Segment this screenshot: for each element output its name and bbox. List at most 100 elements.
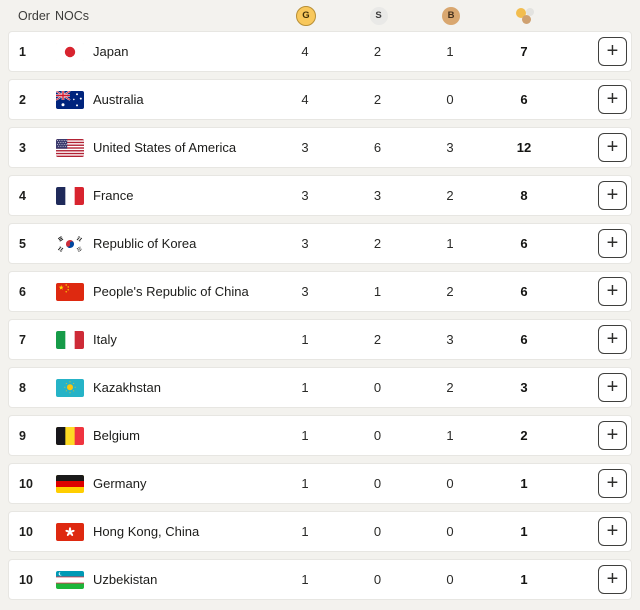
medal-table-row[interactable]: 10 Germany 1 0 0 1 + [8, 463, 632, 504]
gold-count: 3 [301, 188, 309, 203]
noc-name: Germany [93, 476, 147, 491]
flag-icon-italy [56, 330, 84, 349]
bronze-count: 0 [446, 92, 454, 107]
rank: 10 [19, 476, 33, 491]
expand-row-button[interactable]: + [598, 565, 627, 594]
flag-icon-australia [56, 90, 84, 109]
noc-name: Italy [93, 332, 117, 347]
rank: 8 [19, 380, 26, 395]
flag-icon-united-states [56, 138, 84, 157]
silver-count: 2 [373, 332, 382, 347]
flag-icon-uzbekistan [56, 570, 84, 589]
nocs-column-header: NOCs [55, 8, 90, 23]
expand-row-button[interactable]: + [598, 133, 627, 162]
total-count: 6 [520, 284, 528, 299]
medal-table-row[interactable]: 8 Kazakhstan 1 0 2 3 + [8, 367, 632, 408]
silver-medal-icon: S [369, 6, 388, 25]
expand-row-button[interactable]: + [598, 229, 627, 258]
plus-icon: + [606, 471, 619, 494]
total-count: 8 [520, 188, 528, 203]
expand-row-button[interactable]: + [598, 85, 627, 114]
total-count: 2 [520, 428, 528, 443]
gold-dot-icon [515, 7, 526, 18]
flag-icon-republic-of-korea [56, 234, 84, 253]
rank: 6 [19, 284, 26, 299]
bronze-count: 2 [446, 284, 454, 299]
gold-count: 1 [301, 572, 309, 587]
gold-count: 1 [301, 380, 309, 395]
expand-row-button[interactable]: + [598, 469, 627, 498]
gold-count: 1 [301, 428, 309, 443]
bronze-column-header: B [414, 6, 488, 25]
silver-count: 0 [373, 380, 382, 395]
gold-count: 3 [301, 140, 309, 155]
rank: 4 [19, 188, 26, 203]
rank: 10 [19, 524, 33, 539]
total-count: 1 [520, 572, 528, 587]
medal-table-row[interactable]: 9 Belgium 1 0 1 2 + [8, 415, 632, 456]
noc-name: People's Republic of China [93, 284, 249, 299]
expand-row-button[interactable]: + [598, 277, 627, 306]
rank: 1 [19, 44, 26, 59]
plus-icon: + [606, 519, 619, 542]
silver-count: 1 [373, 284, 382, 299]
medal-table-row[interactable]: 1 Japan 4 2 1 7 + [8, 31, 632, 72]
medal-table-header: Order NOCs G S B [8, 0, 632, 31]
total-count: 1 [520, 524, 528, 539]
noc-name: Australia [93, 92, 144, 107]
noc-name: France [93, 188, 134, 203]
silver-column-header: S [343, 6, 414, 25]
bronze-medal-icon: B [442, 6, 460, 25]
rank: 7 [19, 332, 26, 347]
noc-name: Uzbekistan [93, 572, 158, 587]
expand-row-button[interactable]: + [598, 325, 627, 354]
silver-count: 3 [373, 188, 382, 203]
gold-count: 1 [301, 524, 309, 539]
order-column-header: Order [18, 8, 50, 23]
expand-row-button[interactable]: + [598, 37, 627, 66]
medal-table-row[interactable]: 7 Italy 1 2 3 6 + [8, 319, 632, 360]
noc-name: Japan [93, 44, 129, 59]
total-count: 6 [520, 236, 528, 251]
silver-count: 2 [373, 92, 382, 107]
noc-name: Hong Kong, China [93, 524, 200, 539]
gold-count: 3 [301, 236, 309, 251]
medal-table-row[interactable]: 4 France 3 3 2 8 + [8, 175, 632, 216]
total-count: 3 [520, 380, 528, 395]
plus-icon: + [606, 375, 619, 398]
medal-table-row[interactable]: 10 Hong Kong, China 1 0 0 1 + [8, 511, 632, 552]
expand-row-button[interactable]: + [598, 421, 627, 450]
silver-count: 0 [373, 524, 382, 539]
noc-name: Kazakhstan [93, 380, 161, 395]
gold-count: 4 [301, 92, 309, 107]
expand-row-button[interactable]: + [598, 517, 627, 546]
bronze-count: 0 [446, 524, 454, 539]
expand-row-button[interactable]: + [598, 181, 627, 210]
plus-icon: + [606, 231, 619, 254]
noc-name: United States of America [93, 140, 237, 155]
bronze-count: 3 [446, 332, 454, 347]
plus-icon: + [606, 567, 619, 590]
gold-column-header: G [269, 5, 343, 26]
medal-table-row[interactable]: 2 Australia 4 2 0 6 + [8, 79, 632, 120]
expand-row-button[interactable]: + [598, 373, 627, 402]
plus-icon: + [606, 423, 619, 446]
medal-table-row[interactable]: 3 United States of America 3 6 3 12 + [8, 127, 632, 168]
silver-count: 6 [373, 140, 382, 155]
bronze-dot-icon [522, 15, 531, 24]
total-count: 1 [520, 476, 528, 491]
gold-count: 1 [301, 332, 309, 347]
bronze-count: 1 [446, 44, 454, 59]
plus-icon: + [606, 135, 619, 158]
medal-table-rows: 1 Japan 4 2 1 7 + 2 Australia 4 2 0 6 + [0, 31, 640, 600]
medal-table-row[interactable]: 6 People's Republic of China 3 1 2 6 + [8, 271, 632, 312]
flag-icon-china [56, 282, 84, 301]
medal-table-row[interactable]: 10 Uzbekistan 1 0 0 1 + [8, 559, 632, 600]
bronze-count: 2 [446, 380, 454, 395]
bronze-count: 0 [446, 476, 454, 491]
silver-count: 0 [373, 428, 382, 443]
bronze-count: 1 [446, 236, 454, 251]
total-count: 6 [520, 92, 528, 107]
medal-table-row[interactable]: 5 Republic of Korea 3 2 1 6 + [8, 223, 632, 264]
